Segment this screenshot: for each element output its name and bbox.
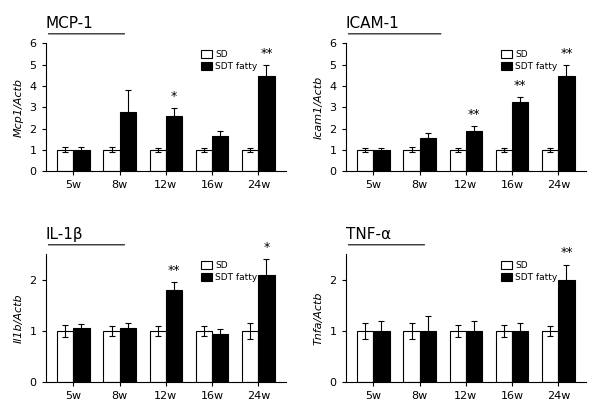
Y-axis label: Mcp1/Actb: Mcp1/Actb xyxy=(14,78,24,137)
Legend: SD, SDT fatty: SD, SDT fatty xyxy=(199,259,260,283)
Text: *: * xyxy=(171,90,177,103)
Bar xyxy=(212,334,228,382)
Bar xyxy=(259,76,275,171)
Bar xyxy=(119,112,136,171)
Text: IL-1β: IL-1β xyxy=(46,227,83,242)
Text: MCP-1: MCP-1 xyxy=(46,16,94,31)
Bar xyxy=(57,150,73,171)
Legend: SD, SDT fatty: SD, SDT fatty xyxy=(199,48,260,73)
Bar xyxy=(259,275,275,382)
Bar xyxy=(419,138,436,171)
Bar xyxy=(119,328,136,382)
Bar xyxy=(149,150,166,171)
Bar xyxy=(373,150,389,171)
Bar xyxy=(466,331,482,382)
Bar xyxy=(559,76,575,171)
Bar xyxy=(496,150,512,171)
Bar xyxy=(357,150,373,171)
Bar xyxy=(419,331,436,382)
Text: TNF-α: TNF-α xyxy=(346,227,391,242)
Bar xyxy=(512,331,528,382)
Bar xyxy=(196,331,212,382)
Bar xyxy=(212,136,228,171)
Text: **: ** xyxy=(467,108,480,121)
Bar xyxy=(166,116,182,171)
Bar xyxy=(103,150,119,171)
Bar xyxy=(496,331,512,382)
Text: **: ** xyxy=(260,46,273,60)
Bar xyxy=(466,131,482,171)
Bar xyxy=(559,280,575,382)
Bar xyxy=(403,150,419,171)
Text: *: * xyxy=(263,242,269,254)
Text: **: ** xyxy=(560,46,573,60)
Bar xyxy=(242,150,259,171)
Bar xyxy=(542,331,559,382)
Legend: SD, SDT fatty: SD, SDT fatty xyxy=(499,259,560,283)
Bar xyxy=(357,331,373,382)
Bar xyxy=(166,290,182,382)
Bar xyxy=(449,331,466,382)
Bar xyxy=(149,331,166,382)
Text: ICAM-1: ICAM-1 xyxy=(346,16,400,31)
Bar xyxy=(373,331,389,382)
Text: **: ** xyxy=(560,247,573,259)
Bar xyxy=(57,331,73,382)
Bar xyxy=(512,102,528,171)
Legend: SD, SDT fatty: SD, SDT fatty xyxy=(499,48,560,73)
Text: **: ** xyxy=(514,78,526,92)
Bar xyxy=(542,150,559,171)
Bar xyxy=(196,150,212,171)
Bar xyxy=(242,331,259,382)
Bar xyxy=(103,331,119,382)
Y-axis label: Il1b/Actb: Il1b/Actb xyxy=(14,293,24,343)
Bar xyxy=(403,331,419,382)
Text: **: ** xyxy=(167,264,180,277)
Bar xyxy=(73,150,89,171)
Bar xyxy=(73,328,89,382)
Y-axis label: Icam1/Actb: Icam1/Actb xyxy=(314,76,324,139)
Bar xyxy=(449,150,466,171)
Y-axis label: Tnfa/Actb: Tnfa/Actb xyxy=(314,291,324,345)
